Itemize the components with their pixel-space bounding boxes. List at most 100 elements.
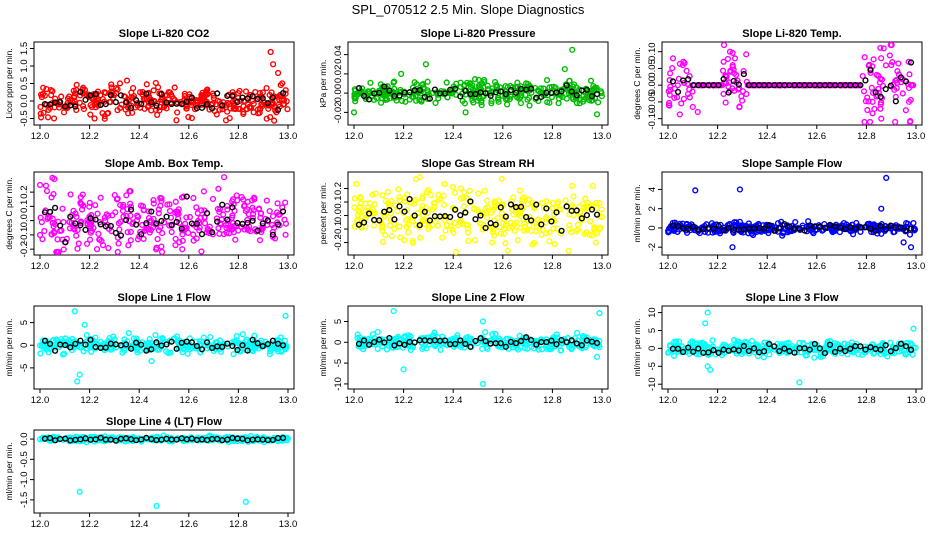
data-point xyxy=(387,216,394,223)
data-point xyxy=(269,436,277,444)
data-point xyxy=(45,106,52,114)
data-point xyxy=(563,203,570,210)
data-point xyxy=(97,434,104,441)
data-point xyxy=(98,238,105,245)
data-point xyxy=(543,198,550,205)
data-point xyxy=(404,215,412,222)
data-point xyxy=(406,89,413,96)
data-point xyxy=(771,227,778,234)
data-point xyxy=(786,223,793,230)
data-point xyxy=(243,342,250,349)
data-point xyxy=(906,71,913,78)
data-point xyxy=(257,214,264,221)
data-point xyxy=(353,180,360,187)
data-point xyxy=(598,213,605,221)
x-tick-label: 12.2 xyxy=(80,131,99,142)
data-point xyxy=(568,202,576,209)
data-point xyxy=(882,62,889,69)
data-point xyxy=(570,193,577,200)
data-point xyxy=(80,105,88,113)
data-point xyxy=(694,108,701,116)
data-point xyxy=(95,96,102,103)
data-point xyxy=(193,220,201,227)
data-point xyxy=(121,336,128,343)
data-point xyxy=(869,98,876,105)
data-point xyxy=(565,247,572,255)
data-point xyxy=(894,68,901,75)
x-tick-label: 12.4 xyxy=(130,261,149,272)
data-point xyxy=(736,103,743,110)
data-point xyxy=(424,89,431,96)
data-point xyxy=(497,204,504,211)
data-point xyxy=(172,235,179,242)
data-point xyxy=(573,92,580,99)
data-point xyxy=(801,227,808,234)
data-point xyxy=(593,90,601,98)
data-point xyxy=(452,248,460,256)
data-point xyxy=(382,232,389,239)
y-tick-label: 0.0 xyxy=(19,94,30,107)
data-point xyxy=(404,191,411,198)
data-point xyxy=(39,236,46,243)
data-point xyxy=(92,91,99,98)
data-point xyxy=(471,76,479,83)
data-point xyxy=(382,96,390,104)
data-point xyxy=(906,118,914,126)
data-point xyxy=(447,223,454,230)
data-point xyxy=(587,218,594,225)
y-tick-label: -0.2 xyxy=(19,241,30,257)
data-point xyxy=(479,318,487,325)
data-point xyxy=(578,215,585,222)
data-point xyxy=(729,244,736,251)
y-tick-label: 0 xyxy=(19,343,30,348)
y-tick-label: 0.0 xyxy=(333,209,344,222)
data-point xyxy=(811,340,818,348)
data-point xyxy=(910,219,917,227)
data-point xyxy=(123,192,130,199)
x-tick-label: 12.0 xyxy=(659,395,678,406)
data-point xyxy=(434,222,441,229)
data-point xyxy=(137,202,145,209)
y-axis-label: ml/min per min. xyxy=(632,184,642,242)
x-tick-label: 12.2 xyxy=(708,131,727,142)
data-point xyxy=(183,98,190,105)
data-point xyxy=(381,83,388,90)
data-point xyxy=(419,195,426,202)
data-point xyxy=(872,89,879,96)
data-point xyxy=(517,337,525,345)
y-tick-label: 10 xyxy=(647,307,658,318)
data-point xyxy=(579,332,587,340)
data-point xyxy=(179,231,186,238)
data-point xyxy=(41,92,48,99)
y-axis-label: kPa per min. xyxy=(318,60,328,108)
data-point xyxy=(46,434,54,442)
data-point xyxy=(158,96,165,103)
data-point xyxy=(423,345,430,352)
data-point xyxy=(234,98,241,105)
data-point xyxy=(518,92,525,99)
data-point xyxy=(101,115,108,122)
data-point xyxy=(664,349,672,356)
data-point xyxy=(483,344,490,351)
data-point xyxy=(204,342,211,349)
data-point xyxy=(250,207,257,214)
data-point xyxy=(239,342,246,349)
y-tick-label: -0.05 xyxy=(647,91,658,113)
data-point xyxy=(833,341,841,348)
data-point xyxy=(903,219,910,227)
data-point xyxy=(37,110,44,117)
data-point xyxy=(112,437,119,444)
data-point xyxy=(224,206,231,213)
data-point xyxy=(492,330,499,338)
y-tick-label: 5 xyxy=(19,320,30,325)
data-point xyxy=(667,83,674,90)
data-point xyxy=(153,102,160,109)
data-point xyxy=(704,309,711,316)
data-point xyxy=(822,344,829,351)
data-point xyxy=(491,232,498,239)
data-point xyxy=(877,222,884,230)
data-point xyxy=(507,219,515,226)
data-point xyxy=(80,348,87,355)
y-tick-label: 1.0 xyxy=(19,59,30,72)
data-point xyxy=(388,232,395,240)
